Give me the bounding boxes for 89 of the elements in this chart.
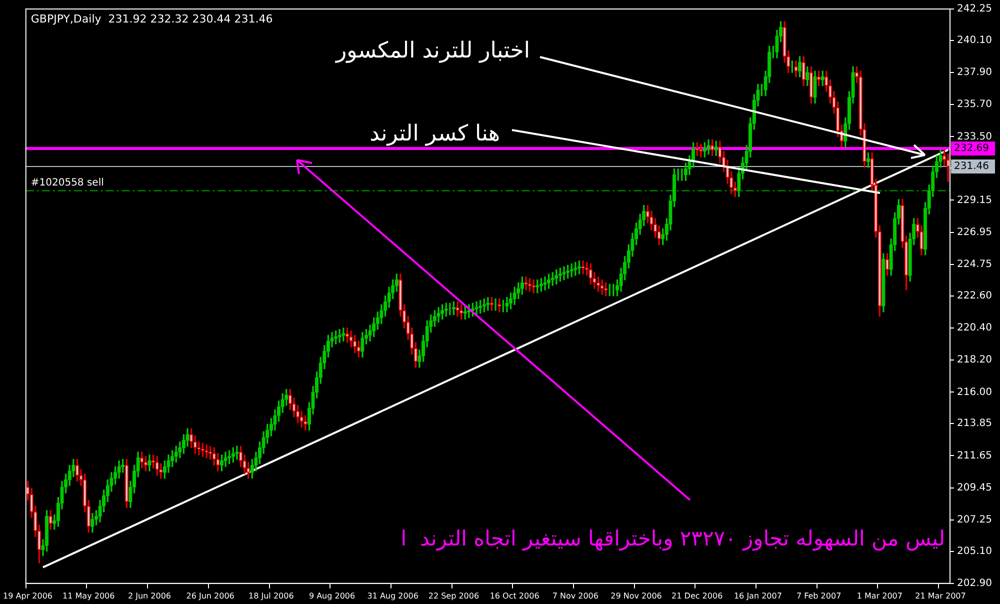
candlestick: [813, 70, 817, 104]
x-tick-label: 2 Jun 2006: [128, 591, 171, 600]
x-tick-label: 22 Sep 2006: [428, 591, 480, 600]
y-tick-label: 216.00: [957, 386, 992, 398]
candlestick: [554, 269, 558, 284]
candlestick: [710, 139, 714, 156]
candlestick: [353, 334, 357, 354]
candlestick: [148, 454, 152, 472]
x-tick-label: 26 Jun 2006: [186, 591, 234, 600]
candlestick: [44, 510, 49, 552]
y-tick-label: 235.70: [957, 99, 992, 110]
candlestick: [338, 329, 342, 343]
y-tick-label: 242.25: [957, 4, 992, 15]
x-tick-label: 16 Jan 2007: [734, 591, 782, 600]
x-tick-label: 7 Feb 2007: [796, 591, 842, 600]
candlestick: [802, 56, 806, 86]
y-tick-label: 229.15: [957, 194, 992, 206]
y-tick-label: 240.10: [957, 34, 992, 46]
candlestick: [486, 296, 490, 311]
candlestick: [798, 56, 802, 78]
candlestick: [550, 272, 554, 286]
x-tick-label: 19 Apr 2006: [3, 591, 53, 600]
y-tick-label: 211.65: [957, 450, 992, 462]
chart-title: GBPJPY,Daily 231.92 232.32 230.44 231.46: [30, 12, 273, 26]
candlestick: [600, 279, 604, 295]
candlestick: [235, 446, 239, 460]
y-tick-label: 237.90: [957, 67, 992, 78]
candlestick: [360, 332, 364, 358]
x-tick-label: 21 Mar 2007: [915, 591, 966, 600]
candlestick: [809, 66, 814, 104]
candlestick: [304, 415, 308, 430]
y-tick-label: 233.50: [957, 131, 992, 142]
y-tick-label: 220.40: [957, 322, 992, 334]
candlestick: [456, 301, 460, 317]
candlestick: [459, 304, 464, 320]
x-tick-label: 18 Jul 2006: [248, 591, 294, 600]
candlestick: [543, 276, 547, 290]
candlestick: [231, 447, 235, 463]
candlestick: [474, 301, 478, 316]
candlestick: [885, 253, 890, 276]
x-tick-label: 29 Nov 2006: [610, 591, 662, 600]
candlestick: [946, 154, 950, 182]
candlestick: [155, 456, 159, 476]
x-tick-label: 1 Mar 2007: [856, 591, 902, 600]
x-tick-label: 9 Aug 2006: [308, 591, 356, 600]
ref-line-label: 231.46: [954, 161, 989, 172]
candlestick: [702, 142, 707, 158]
candlestick: [546, 274, 551, 289]
y-tick-label: 218.20: [957, 354, 992, 366]
candlestick: [48, 510, 52, 530]
y-tick-label: 202.90: [957, 578, 992, 589]
candlestick: [882, 253, 886, 312]
candlestick: [524, 276, 528, 290]
candlestick: [820, 70, 824, 86]
candlestick: [204, 444, 208, 458]
candlestick: [334, 330, 338, 344]
candlestick: [440, 304, 444, 320]
candlestick: [532, 279, 536, 294]
ref-line-label: 232.69: [954, 143, 989, 154]
x-tick-label: 21 Dec 2006: [672, 591, 723, 600]
y-tick-label: 224.75: [957, 259, 992, 270]
candlestick: [342, 328, 346, 342]
candlestick: [220, 454, 224, 472]
candlestick: [794, 60, 798, 78]
ref-line-label: #1020558 sell: [30, 177, 104, 188]
candlestick: [124, 458, 128, 508]
candlestick: [791, 60, 794, 73]
x-tick-label: 11 May 2006: [62, 591, 115, 600]
x-tick-label: 7 Nov 2006: [552, 591, 598, 600]
y-tick-label: 209.45: [957, 482, 992, 494]
candlestick: [581, 260, 585, 274]
candlestick: [140, 452, 144, 468]
candlestick: [706, 139, 710, 155]
y-tick-label: 213.85: [957, 418, 992, 430]
annotation: اختبار للترند المكسور: [334, 38, 530, 64]
y-tick-label: 205.10: [957, 546, 992, 557]
y-tick-label: 226.95: [957, 226, 992, 238]
candlestick: [714, 140, 718, 156]
candlestick: [174, 446, 178, 463]
annotation: هنا كسر الترند: [370, 122, 500, 147]
y-tick-label: 207.25: [957, 514, 992, 526]
annotation: ليس من السهوله تجاوز ٢٣٢٧٠ وباختراقها سيتغير اتجاه الترند ا: [400, 526, 945, 552]
x-tick-label: 16 Oct 2006: [490, 591, 540, 600]
candlestick: [866, 152, 870, 168]
x-tick-label: 31 Aug 2006: [367, 591, 418, 600]
candlestick: [505, 296, 509, 312]
y-tick-label: 222.60: [957, 290, 992, 302]
candlestick: [562, 266, 566, 280]
candlestick: [816, 70, 821, 86]
